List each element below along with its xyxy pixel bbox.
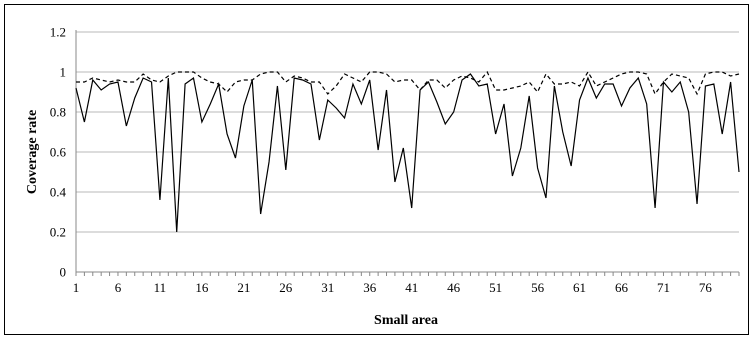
- x-tick-label: 71: [657, 280, 670, 295]
- series-line-solid: [75, 73, 740, 233]
- x-tick-label: 66: [615, 280, 629, 295]
- x-tick-label: 26: [279, 280, 293, 295]
- x-tick-label: 76: [699, 280, 713, 295]
- x-tick-label: 46: [447, 280, 461, 295]
- y-tick-label: 1.2: [50, 25, 66, 40]
- x-tick-label: 36: [363, 280, 377, 295]
- x-tick-label: 11: [154, 280, 167, 295]
- y-tick-label: 0.4: [50, 185, 67, 200]
- axes: [75, 30, 740, 276]
- series-line-dashed: [76, 70, 740, 96]
- y-tick-label: 0: [60, 265, 67, 280]
- x-tick-label: 51: [489, 280, 502, 295]
- x-axis-title: Small area: [374, 313, 438, 328]
- x-tick-label: 6: [115, 280, 122, 295]
- series-lines: [75, 70, 740, 233]
- chart-frame: [4, 4, 749, 335]
- y-tick-label: 0.8: [50, 105, 66, 120]
- x-tick-label: 1: [73, 280, 80, 295]
- y-tick-label: 1: [60, 65, 67, 80]
- x-tick-label: 16: [195, 280, 209, 295]
- y-axis-title: Coverage rate: [25, 110, 40, 194]
- x-tick-label: 61: [573, 280, 586, 295]
- x-tick-label: 41: [405, 280, 418, 295]
- y-tick-labels: 0 0.2 0.4 0.6 0.8 1 1.2: [50, 25, 67, 280]
- x-tick-labels: 1 6 11 16 21 26 31 36 41 46 51 56 61 66 71 76: [73, 280, 713, 295]
- y-tick-label: 0.6: [50, 145, 67, 160]
- y-tick-label: 0.2: [50, 225, 66, 240]
- x-tick-label: 21: [237, 280, 250, 295]
- x-tick-label: 31: [321, 280, 334, 295]
- x-tick-label: 56: [531, 280, 545, 295]
